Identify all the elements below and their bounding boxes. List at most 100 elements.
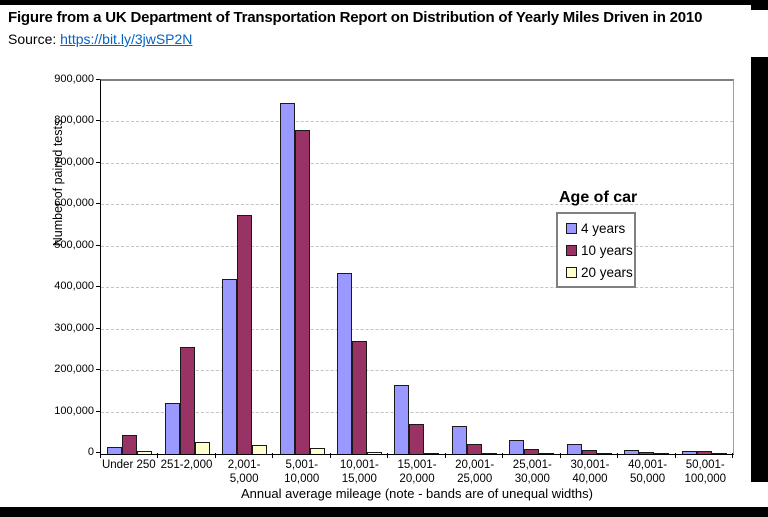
bar-group [388,81,445,454]
bar [639,452,655,454]
legend-title: Age of car [559,189,638,206]
bar-group [676,81,733,454]
top-frame-bar [0,0,768,5]
bar [222,279,238,454]
bar [252,445,268,454]
x-tick-mark [674,453,676,458]
bar [294,130,310,454]
x-tick-mark [100,453,101,458]
gridline [101,245,733,247]
gridline [101,121,733,123]
y-axis-title: Number of paired tests [51,119,65,247]
x-axis-labels: Under 250 251-2,000 2,001-5,000 5,001- 10,0… [100,459,734,487]
bar [451,426,467,454]
bar-group [503,81,560,454]
bar [352,341,368,454]
bar [237,215,253,454]
bar-group [101,81,158,454]
bar [596,453,612,454]
bar [681,451,697,454]
bar [509,440,525,454]
right-frame-bar [751,57,768,482]
bar [409,424,425,454]
legend-item: 4 years [566,221,634,236]
bar [624,450,640,454]
legend-color-chip [566,266,577,278]
legend: 4 years 10 years 20 years [556,212,636,288]
x-tick-mark [444,453,446,458]
bar [367,452,383,454]
bar [481,453,497,454]
figure-title: Figure from a UK Department of Transport… [8,9,703,26]
bar [179,347,195,454]
bar [137,451,153,454]
y-tick-mark [96,161,100,163]
x-tick-mark [214,453,216,458]
bar-group [331,81,388,454]
bar [566,444,582,454]
y-tick-label: 600,000 [54,197,94,210]
y-tick-mark [96,120,100,122]
gridline [101,411,733,413]
x-tick-label: 40,001- 50,000 [628,459,668,485]
bar [279,103,295,454]
y-tick-label: 100,000 [54,404,94,417]
x-axis-title: Annual average mileage (note - bands are… [241,486,593,501]
y-tick-label: 500,000 [54,238,94,251]
bar [654,453,670,454]
bar [309,448,325,454]
bottom-frame-bar [0,507,768,517]
x-tick-mark [559,453,561,458]
bar [696,451,712,454]
x-tick-label: 2,001-5,000 [227,459,261,485]
bar [581,450,597,454]
gridline [101,370,733,372]
y-tick-mark [96,286,100,288]
y-tick-mark [96,410,100,412]
bar [524,449,540,454]
x-tick-mark [272,453,274,458]
x-tick-label: Under 250 [101,459,156,471]
x-tick-label: 15,001- 20,000 [397,459,437,485]
x-tick-label: 5,001- 10,000 [284,459,320,485]
legend-item: 10 years [566,243,634,258]
x-tick-label: 30,001- 40,000 [570,459,610,485]
x-tick-label: 251-2,000 [160,459,213,471]
bar-group [446,81,503,454]
bar [466,444,482,454]
legend-item: 20 years [566,265,634,280]
bar-group [618,81,675,454]
source-link[interactable]: https://bit.ly/3jwSP2N [60,31,193,47]
gridline [101,328,733,330]
bar [337,273,353,454]
bar-group [216,81,273,454]
bar [424,453,440,454]
bar [107,447,123,454]
bar-groups [101,81,733,454]
x-tick-label: 20,001- 25,000 [455,459,495,485]
gridline [101,162,733,164]
x-tick-label: 50,001- 100,000 [684,459,727,485]
y-tick-mark [96,369,100,371]
x-tick-mark [732,453,733,458]
y-tick-label: 700,000 [54,155,94,168]
plot-area [100,79,734,455]
x-tick-label: 10,001- 15,000 [339,459,379,485]
y-tick-label: 800,000 [54,114,94,127]
x-tick-mark [157,453,159,458]
x-tick-mark [329,453,331,458]
y-tick-label: 0 [87,446,94,458]
y-tick-label: 400,000 [54,280,94,293]
y-tick-mark [96,244,100,246]
y-tick-mark [96,203,100,205]
top-right-frame-block [751,0,768,10]
bar [164,403,180,454]
x-tick-mark [387,453,389,458]
gridline [101,287,733,289]
bar-group [158,81,215,454]
y-tick-label: 200,000 [54,363,94,376]
legend-color-chip [566,244,577,256]
y-tick-mark [96,327,100,329]
x-tick-mark [502,453,504,458]
